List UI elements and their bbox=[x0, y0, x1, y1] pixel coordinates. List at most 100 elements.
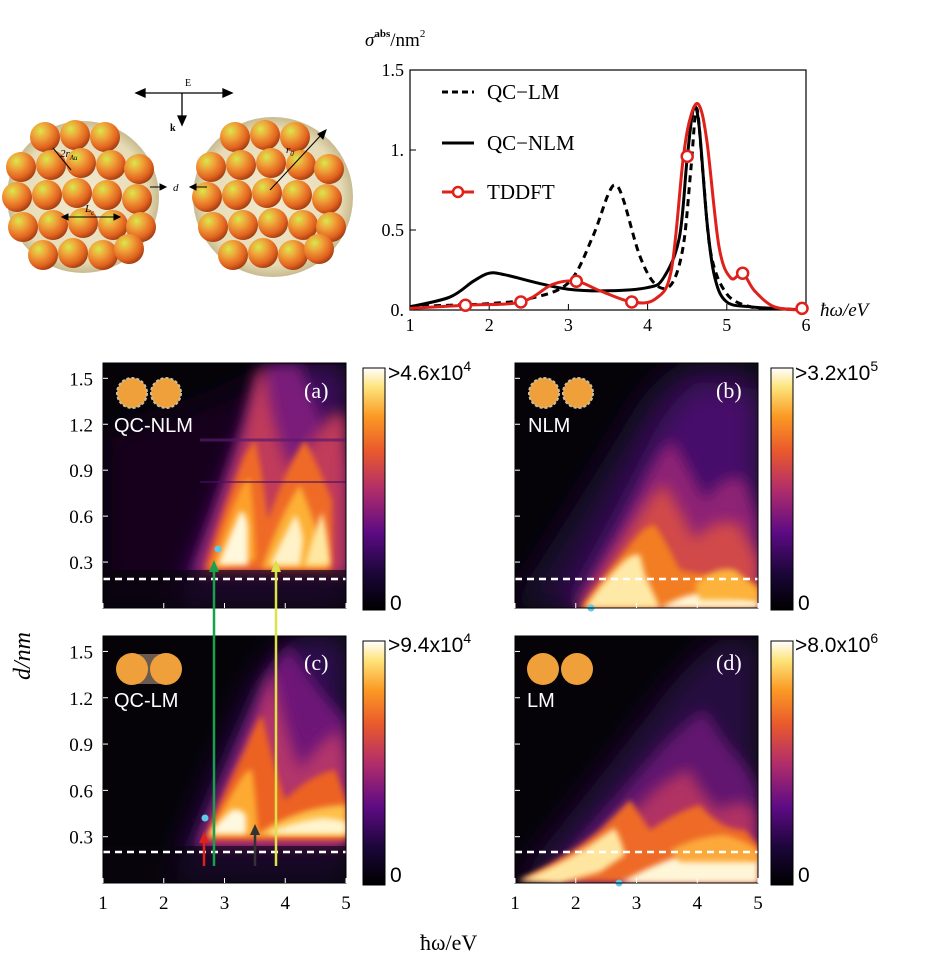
spectrum-x-tick-label-3: 3 bbox=[564, 315, 573, 335]
right-cluster-atom-8 bbox=[192, 182, 222, 212]
gray-arrow-head bbox=[250, 824, 260, 835]
left-cluster-atom-8 bbox=[2, 182, 32, 212]
spectrum-ticks: 1 2 3 4 5 6 0. 0.5 1. 1.5 bbox=[382, 60, 811, 335]
left-cluster-atom-21 bbox=[114, 234, 144, 264]
map-y-tick-label-0.3: 0.3 bbox=[69, 553, 93, 574]
particle-icon-c bbox=[116, 653, 182, 685]
colorbar-a bbox=[362, 367, 386, 611]
colorbar-c-min: 0 bbox=[390, 864, 402, 887]
left-cluster-atom-13 bbox=[8, 212, 38, 242]
spectrum-y-tick-label-0: 0. bbox=[391, 300, 405, 320]
cluster-radius-marker bbox=[269, 129, 327, 191]
colorbar-a-min: 0 bbox=[390, 592, 402, 615]
left-cluster-atom-17 bbox=[126, 212, 156, 242]
radius-marker bbox=[52, 147, 72, 171]
spectrum-x-tick-label-4: 4 bbox=[643, 315, 652, 335]
panel-c-x-tick-label-3: 3 bbox=[220, 893, 230, 914]
panel-d-x-tick-label-2: 2 bbox=[571, 893, 581, 914]
left-cluster-atom-10 bbox=[62, 178, 92, 208]
spectrum-y-tick-label-3: 1.5 bbox=[382, 60, 405, 80]
left-cluster-atom-7 bbox=[124, 154, 154, 184]
spectrum-x-tick-label-5: 5 bbox=[722, 315, 731, 335]
right-cluster-atom-16 bbox=[288, 210, 318, 240]
polarization-arrows bbox=[134, 87, 234, 127]
right-cluster-atom-3 bbox=[196, 152, 226, 182]
gap-label: d bbox=[173, 182, 179, 194]
left-cluster-atom-12 bbox=[122, 184, 152, 214]
map-y-tick-label-0.6: 0.6 bbox=[69, 507, 93, 528]
left-cluster-atom-18 bbox=[28, 240, 58, 270]
panel-c-letter: (c) bbox=[304, 650, 328, 675]
left-cluster-atom-0 bbox=[30, 122, 60, 152]
left-cluster-atom-4 bbox=[36, 150, 66, 180]
panel-d-lm bbox=[514, 635, 759, 887]
tddft-marker-1 bbox=[514, 295, 528, 309]
spectrum-y-tick-label-2: 1. bbox=[391, 140, 405, 160]
tddft-marker-5 bbox=[735, 266, 750, 280]
panel-a-model: QC-NLM bbox=[114, 415, 193, 437]
panel-d-x-tick-label-4: 4 bbox=[693, 893, 703, 914]
panel-b-map bbox=[515, 363, 758, 608]
right-cluster-atom-5 bbox=[256, 148, 286, 178]
particle-icon-d bbox=[527, 653, 593, 685]
mode-arrows bbox=[199, 560, 281, 866]
right-cluster-atom-18 bbox=[218, 240, 248, 270]
spectrum-y-label: σabs/nm2 bbox=[365, 28, 425, 51]
map-y-tick-label-0.9: 0.9 bbox=[69, 461, 93, 482]
heatmap-panels: (a) QC-NLM (b) NLM (c) QC-LM (d) LM bbox=[102, 362, 759, 887]
panel-d-letter: (d) bbox=[716, 650, 742, 675]
panel-c-x-tick-label-5: 5 bbox=[341, 893, 351, 914]
panel-c-x-tick-label-2: 2 bbox=[159, 893, 169, 914]
spectrum-y-tick-label-1: 0.5 bbox=[382, 220, 405, 240]
particle-icon-a bbox=[116, 377, 182, 409]
map-y-tick-label-1.2: 1.2 bbox=[69, 415, 93, 436]
panel-d-map bbox=[515, 640, 758, 883]
map-y-tick-label-1.5: 1.5 bbox=[69, 369, 93, 390]
right-cluster-atom-13 bbox=[198, 212, 228, 242]
colorbars: >4.6x104 0 >3.2x105 0 >9.4x104 0 >8.0x10… bbox=[362, 358, 878, 887]
legend-marker-tddft bbox=[451, 185, 465, 199]
panel-c-x-tick-label-1: 1 bbox=[98, 893, 108, 914]
right-cluster-atom-15 bbox=[258, 208, 288, 238]
colorbar-a-max: >4.6x104 bbox=[388, 358, 471, 385]
spectrum-x-tick-label-2: 2 bbox=[485, 315, 494, 335]
map-y-tick-label-0.6: 0.6 bbox=[69, 781, 93, 802]
right-cluster-atom-1 bbox=[250, 120, 280, 150]
spectrum-plot-frame bbox=[409, 69, 807, 311]
tddft-marker-3 bbox=[625, 295, 639, 309]
right-cluster-atom-17 bbox=[316, 212, 346, 242]
particle-icon-b bbox=[528, 377, 594, 409]
map-y-tick-label-1.2: 1.2 bbox=[69, 689, 93, 710]
panel-b-model: NLM bbox=[528, 415, 570, 437]
cluster-radius-label: r0 bbox=[286, 144, 294, 158]
panel-b-nlm bbox=[514, 362, 759, 612]
yellow-arrow-head bbox=[271, 560, 281, 572]
left-cluster-atom-15 bbox=[68, 208, 98, 238]
right-cluster-atom-7 bbox=[314, 154, 344, 184]
lattice-label: Lc bbox=[84, 203, 95, 217]
right-cluster-atom-12 bbox=[312, 184, 342, 214]
map-y-tick-label-0.9: 0.9 bbox=[69, 735, 93, 756]
left-cluster-atom-19 bbox=[58, 238, 88, 268]
legend-label-qc-lm: QC−LM bbox=[487, 80, 560, 104]
spectrum-x-tick-label-1: 1 bbox=[406, 315, 415, 335]
colorbar-d bbox=[770, 640, 794, 886]
right-cluster-atom-9 bbox=[222, 180, 252, 210]
left-cluster-atom-20 bbox=[88, 240, 118, 270]
right-cluster-atom-19 bbox=[248, 238, 278, 268]
left-cluster-atom-6 bbox=[96, 150, 126, 180]
spectrum-series-qc-lm bbox=[409, 106, 807, 312]
left-cluster-atom-1 bbox=[60, 120, 90, 150]
right-cluster-atom-11 bbox=[282, 180, 312, 210]
panel-c-x-tick-label-4: 4 bbox=[281, 893, 291, 914]
colorbar-b bbox=[770, 367, 794, 611]
panel-d-model: LM bbox=[527, 690, 555, 712]
right-cluster-atom-14 bbox=[228, 210, 258, 240]
map-axis-ticks: 0.3 0.6 0.9 1.2 1.5 0.3 0.6 0.9 1.2 1.5 1 2 3 4 5 1 2 3 4 5 bbox=[69, 369, 763, 914]
panel-b-letter: (b) bbox=[716, 378, 742, 403]
panel-d-x-tick-label-5: 5 bbox=[753, 893, 763, 914]
panel-d-x-tick-label-3: 3 bbox=[632, 893, 642, 914]
tddft-marker-4 bbox=[680, 149, 694, 164]
legend-label-tddft: TDDFT bbox=[487, 180, 555, 204]
nanoparticle-dimer-schematic: E k 2rAu Lc d r0 bbox=[2, 78, 353, 277]
